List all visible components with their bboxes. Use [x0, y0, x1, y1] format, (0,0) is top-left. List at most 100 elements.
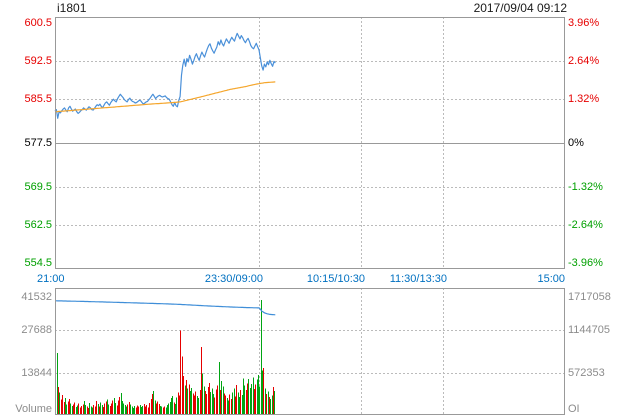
volume-bar	[176, 397, 178, 415]
time-axis-tick: 15:00	[537, 273, 565, 285]
volume-bar	[246, 389, 248, 415]
volume-bar	[126, 406, 128, 415]
percent-axis-tick: 0%	[568, 137, 584, 149]
volume-bar	[206, 394, 208, 415]
volume-bar	[254, 389, 256, 415]
volume-bar	[214, 397, 216, 415]
volume-bar	[250, 388, 252, 415]
volume-bar	[100, 402, 102, 415]
volume-bar	[137, 405, 139, 415]
volume-bar	[59, 392, 61, 415]
volume-bar	[209, 383, 211, 415]
volume-bar	[74, 402, 76, 415]
volume-bar	[102, 405, 104, 415]
volume-bar	[239, 397, 241, 415]
volume-bar	[106, 401, 108, 415]
volume-bar	[180, 330, 182, 415]
price-axis-tick: 600.5	[24, 17, 52, 29]
volume-bar	[110, 406, 112, 415]
volume-bar	[119, 397, 121, 415]
volume-bar	[115, 403, 117, 415]
price-axis-tick: 592.5	[24, 55, 52, 67]
volume-bar	[263, 368, 265, 415]
volume-bar	[73, 404, 75, 415]
volume-bar	[141, 407, 143, 415]
volume-bar	[193, 393, 195, 415]
volume-bar	[255, 384, 257, 415]
volume-panel-border	[55, 288, 565, 415]
volume-bar	[156, 403, 158, 415]
volume-bar	[251, 384, 253, 415]
volume-bar	[273, 387, 275, 415]
volume-bar	[213, 393, 215, 415]
price-axis-tick: 577.5	[24, 137, 52, 149]
volume-bar	[232, 392, 234, 415]
volume-bar	[212, 388, 214, 415]
volume-bar	[157, 401, 159, 415]
volume-bar	[149, 403, 151, 415]
volume-bar	[87, 406, 89, 415]
volume-bar	[175, 404, 177, 415]
oi-axis-tick: 572353	[568, 367, 605, 379]
volume-bar	[197, 396, 199, 415]
volume-bar	[236, 385, 238, 415]
volume-bar	[194, 395, 196, 415]
volume-bar	[134, 406, 136, 415]
percent-axis-tick: -3.96%	[568, 257, 603, 269]
volume-bar	[112, 400, 114, 415]
volume-bar	[228, 400, 230, 415]
percent-axis-tick: -1.32%	[568, 181, 603, 193]
volume-bar	[142, 405, 144, 415]
volume-bar	[247, 383, 249, 415]
volume-bar	[122, 400, 124, 415]
volume-bar	[240, 390, 242, 415]
volume-bar	[171, 397, 173, 415]
volume-bar	[98, 404, 100, 415]
volume-bar	[85, 405, 87, 415]
volume-bar	[111, 403, 113, 415]
price-axis-tick: 585.5	[24, 93, 52, 105]
volume-bar	[202, 373, 204, 415]
volume-axis-tick: 13844	[21, 367, 52, 379]
volume-bar	[235, 396, 237, 415]
volume-bar	[118, 400, 120, 415]
volume-bar	[103, 407, 105, 415]
volume-bar	[78, 403, 80, 415]
volume-bar	[220, 389, 222, 415]
volume-bar	[195, 391, 197, 415]
volume-bar	[182, 356, 184, 415]
volume-bar	[129, 402, 131, 415]
volume-bar	[108, 404, 110, 415]
volume-bar	[257, 379, 259, 415]
volume-bar	[152, 394, 154, 415]
volume-bar	[269, 397, 271, 415]
volume-axis-tick: 41532	[21, 291, 52, 303]
volume-bar	[183, 375, 185, 415]
volume-bar	[189, 384, 191, 415]
volume-bar	[227, 398, 229, 415]
volume-bar	[148, 407, 150, 415]
volume-bar	[224, 393, 226, 415]
percent-axis-tick: 2.64%	[568, 55, 600, 67]
time-axis-tick: 11:30/13:30	[389, 273, 447, 285]
volume-bar	[145, 406, 147, 415]
volume-bar	[88, 408, 90, 415]
volume-bar	[198, 397, 200, 415]
volume-bar	[216, 389, 218, 415]
volume-bar	[272, 395, 274, 415]
volume-bar	[68, 401, 70, 415]
volume-bar	[219, 362, 221, 415]
volume-bar	[104, 403, 106, 415]
volume-bar	[144, 404, 146, 415]
volume-bar	[238, 392, 240, 415]
volume-bar	[155, 400, 157, 415]
volume-bar	[127, 404, 129, 415]
price-axis-tick: 562.5	[24, 219, 52, 231]
volume-bar	[174, 402, 176, 415]
volume-bar	[66, 404, 68, 415]
volume-bar	[107, 399, 109, 415]
oi-axis-tick: 1144705	[568, 324, 611, 336]
volume-bar	[234, 388, 236, 415]
volume-bar	[217, 385, 219, 415]
